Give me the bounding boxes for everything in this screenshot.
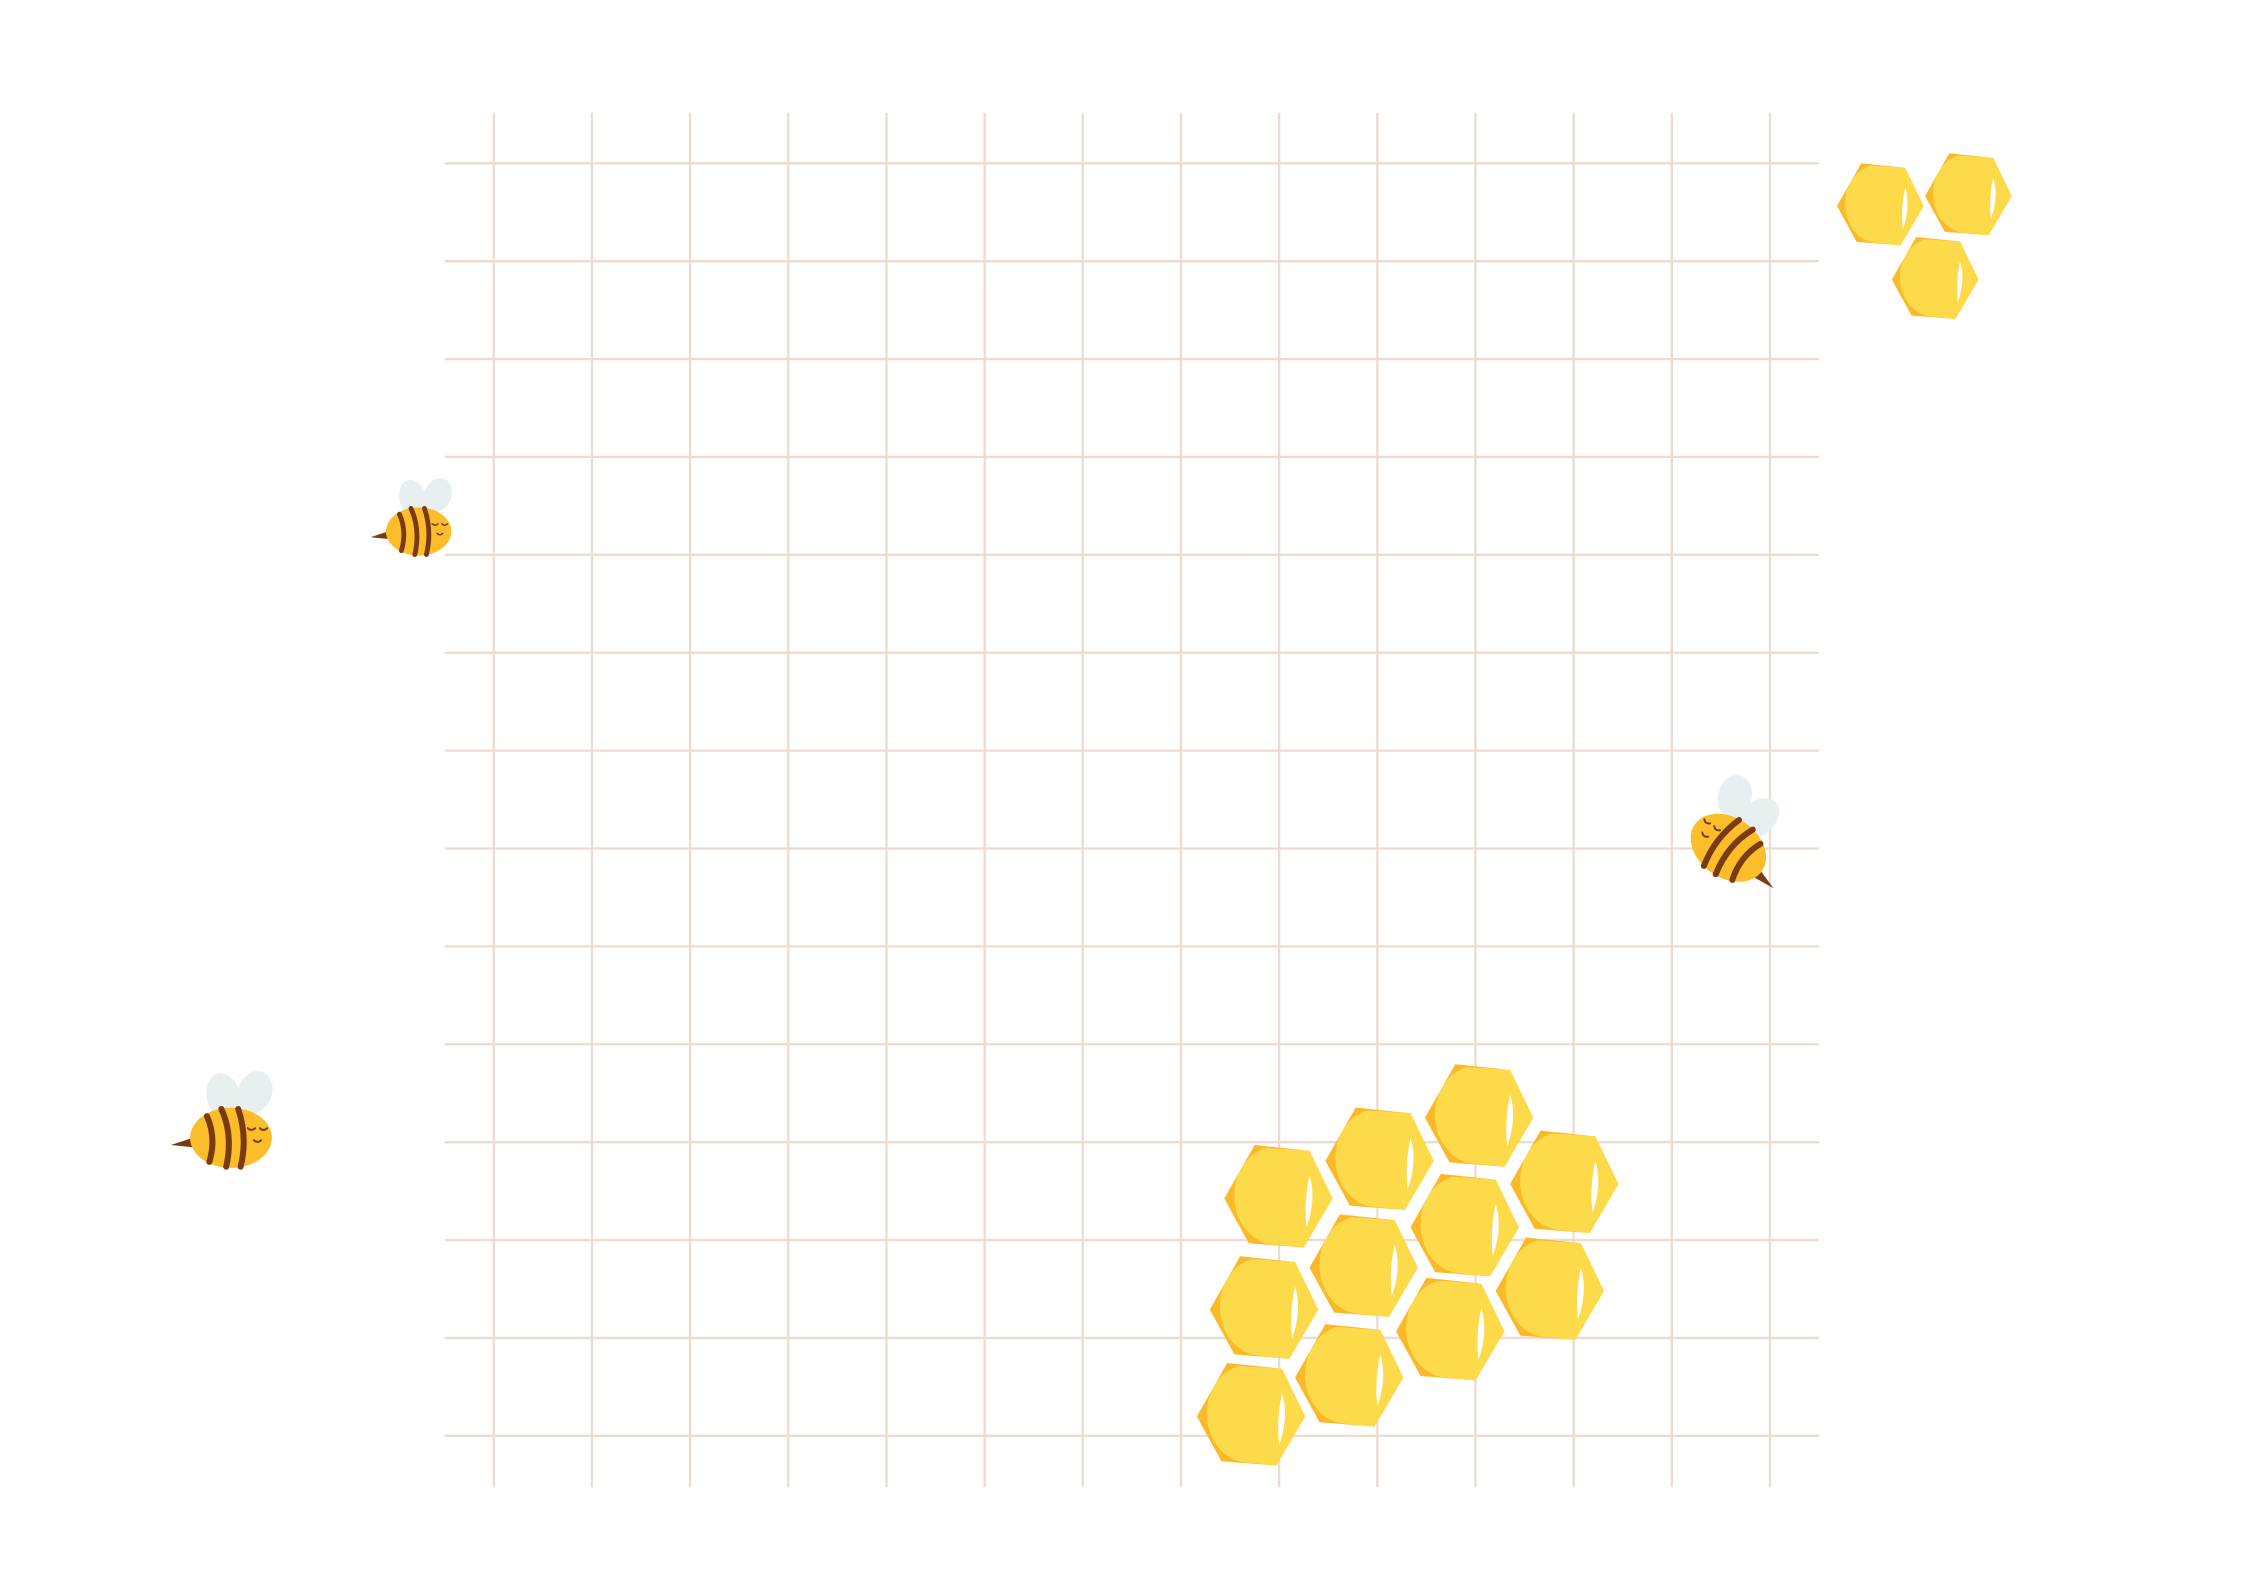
bee (171, 1066, 278, 1168)
honeycomb-cell (1837, 163, 1924, 246)
honeycomb-cell (1196, 1363, 1306, 1466)
honeycomb-cell (1510, 1130, 1619, 1234)
honeycomb-cell (1925, 153, 2012, 236)
honeycomb-cell (1495, 1237, 1604, 1340)
honeycomb-cell (1891, 236, 1979, 319)
honeycomb-cell (1295, 1324, 1404, 1427)
bee (1672, 762, 1818, 907)
honeycomb-cell (1424, 1064, 1534, 1167)
honeycomb-cell (1224, 1145, 1333, 1248)
honeycomb-cell (1209, 1256, 1319, 1359)
honeycomb-cell (1325, 1107, 1434, 1211)
bee (371, 474, 457, 556)
grid (444, 112, 1820, 1488)
honeycomb-cell (1396, 1277, 1505, 1381)
honeycombs (1196, 153, 2012, 1466)
honeycomb-cell (1410, 1173, 1519, 1277)
honeycomb-cell (1309, 1214, 1418, 1317)
